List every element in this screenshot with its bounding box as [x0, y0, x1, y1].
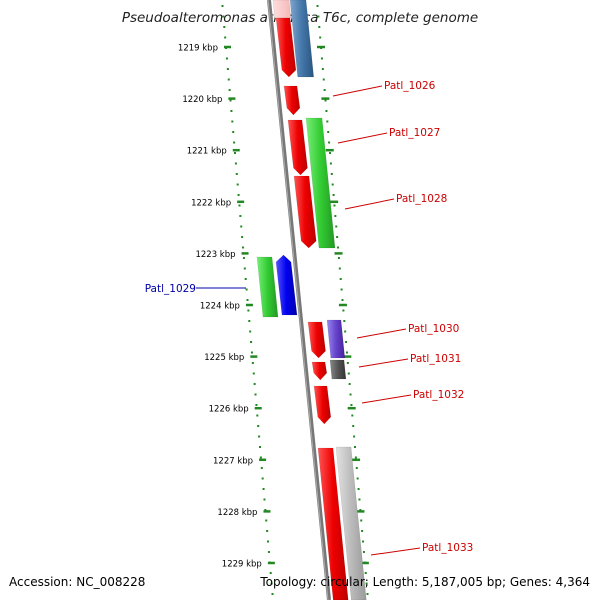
- cds-block: [305, 117, 336, 249]
- gene-arrow: [283, 85, 301, 116]
- scale-label: 1225 kbp: [204, 353, 244, 363]
- gene-leader-line: [370, 547, 421, 556]
- cds-block: [289, 0, 314, 78]
- gene-leader-line: [356, 328, 407, 339]
- gene-arrow: [307, 321, 326, 359]
- scale-label: 1224 kbp: [200, 302, 240, 312]
- scale-label: 1228 kbp: [217, 508, 257, 518]
- gene-block: [317, 447, 349, 600]
- gene-label: Patl_1027: [389, 127, 440, 139]
- gene-arrow: [311, 361, 328, 381]
- gene-arrow: [275, 254, 298, 316]
- gene-label: Patl_1028: [396, 193, 447, 205]
- scale-label: 1226 kbp: [209, 405, 249, 415]
- gene-arrow: [313, 385, 332, 425]
- gene-arrow: [293, 175, 317, 249]
- gene-leader-line: [361, 394, 412, 404]
- gene-arrow: [287, 119, 308, 176]
- gene-label: Patl_1026: [384, 80, 436, 92]
- backbone-highlight: [267, 0, 329, 600]
- cds-block: [326, 319, 346, 359]
- genome-summary-text: Topology: circular; Length: 5,187,005 bp…: [260, 575, 590, 589]
- scale-label: 1223 kbp: [195, 250, 235, 260]
- gene-leader-line: [337, 132, 388, 144]
- scale-label: 1227 kbp: [213, 456, 253, 466]
- scale-label: 1219 kbp: [178, 44, 218, 54]
- backbone-line: [267, 0, 331, 600]
- gene-leader-line: [358, 358, 409, 368]
- scale-label: 1229 kbp: [222, 560, 262, 570]
- scale-label: 1222 kbp: [191, 198, 231, 208]
- gene-leader-line: [332, 85, 383, 97]
- cds-block: [256, 256, 279, 318]
- gene-arrow: [275, 17, 297, 78]
- gene-label: Patl_1032: [413, 389, 464, 401]
- gene-label: Patl_1030: [408, 323, 459, 335]
- gene-label: Patl_1029: [145, 283, 196, 295]
- gene-leader-line: [344, 198, 395, 210]
- gene-label: Patl_1031: [410, 353, 461, 365]
- scale-label: 1220 kbp: [182, 95, 222, 105]
- gene-block-faded: [272, 0, 292, 19]
- scale-label: 1221 kbp: [187, 147, 227, 157]
- accession-text: Accession: NC_008228: [9, 575, 146, 589]
- gene-label: Patl_1033: [422, 542, 473, 554]
- cds-block: [329, 359, 347, 380]
- cds-block: [335, 446, 367, 600]
